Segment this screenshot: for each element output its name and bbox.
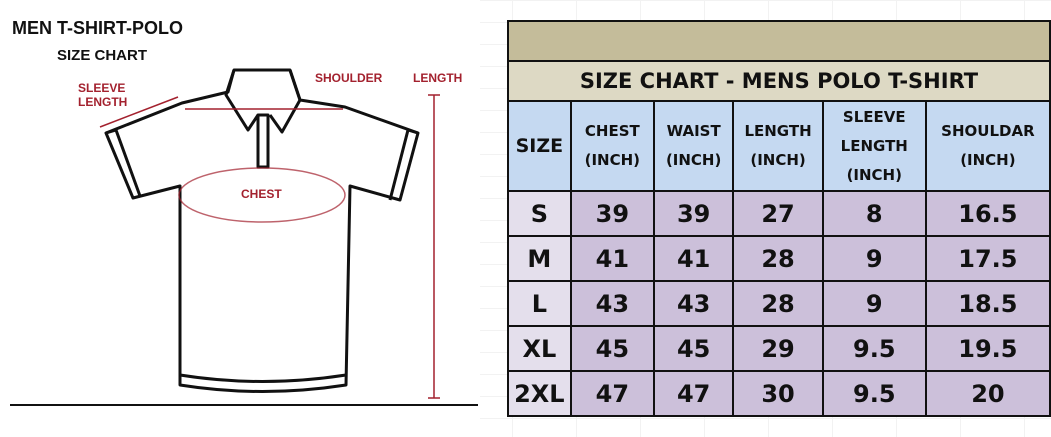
- column-header: CHEST (INCH): [569, 100, 655, 192]
- value-cell: 39: [652, 190, 735, 237]
- header-text: (INCH): [665, 151, 722, 169]
- value-cell: 9: [821, 235, 927, 282]
- shirt-diagram: MEN T-SHIRT-POLO SIZE CHART SLEEVE LENGTH…: [0, 0, 480, 437]
- header-text: WAIST: [666, 122, 721, 140]
- header-row: SIZE CHEST (INCH) WAIST (INCH) LENGTH (INCH) SL…: [507, 100, 1051, 192]
- table-row: 2XL 47 47 30 9.5 20: [507, 370, 1051, 417]
- size-cell: L: [507, 280, 572, 327]
- header-text: LENGTH: [744, 122, 812, 140]
- header-text: (INCH): [960, 151, 1016, 169]
- value-cell: 9.5: [821, 370, 927, 417]
- header-text: SHOULDAR: [941, 122, 1035, 140]
- value-cell: 28: [732, 280, 824, 327]
- size-cell: 2XL: [507, 370, 572, 417]
- size-cell: S: [507, 190, 572, 237]
- sleeve-label-line1: SLEEVE: [78, 81, 126, 95]
- value-cell: 8: [821, 190, 927, 237]
- value-cell: 39: [569, 190, 655, 237]
- value-cell: 43: [569, 280, 655, 327]
- column-header: SLEEVE LENGTH (INCH): [821, 100, 927, 192]
- column-header: SHOULDAR (INCH): [924, 100, 1051, 192]
- value-cell: 47: [569, 370, 655, 417]
- value-cell: 18.5: [924, 280, 1051, 327]
- value-cell: 43: [652, 280, 735, 327]
- value-cell: 19.5: [924, 325, 1051, 372]
- sleeve-length-label: SLEEVE LENGTH: [78, 81, 127, 109]
- diagram-subtitle: SIZE CHART: [57, 47, 147, 64]
- table-row: S 39 39 27 8 16.5: [507, 190, 1051, 237]
- header-text: (INCH): [846, 165, 902, 184]
- value-cell: 47: [652, 370, 735, 417]
- value-cell: 27: [732, 190, 824, 237]
- chest-label: CHEST: [241, 187, 282, 201]
- table-row: L 43 43 28 9 18.5: [507, 280, 1051, 327]
- header-text: CHEST: [584, 122, 640, 140]
- value-cell: 41: [652, 235, 735, 282]
- column-header: SIZE: [507, 100, 572, 192]
- value-cell: 17.5: [924, 235, 1051, 282]
- header-text: (INCH): [750, 151, 806, 169]
- top-band: [507, 20, 1051, 62]
- length-label: LENGTH: [413, 71, 463, 85]
- value-cell: 16.5: [924, 190, 1051, 237]
- value-cell: 30: [732, 370, 824, 417]
- header-text: (INCH): [584, 151, 641, 169]
- value-cell: 45: [569, 325, 655, 372]
- header-text: SLEEVE: [842, 107, 906, 126]
- value-cell: 41: [569, 235, 655, 282]
- shoulder-label: SHOULDER: [315, 71, 383, 85]
- size-cell: XL: [507, 325, 572, 372]
- value-cell: 9.5: [821, 325, 927, 372]
- table-row: XL 45 45 29 9.5 19.5: [507, 325, 1051, 372]
- value-cell: 20: [924, 370, 1051, 417]
- sleeve-label-line2: LENGTH: [78, 95, 128, 109]
- size-chart-table: SIZE CHART - MENS POLO T-SHIRT SIZE CHEST…: [507, 20, 1051, 417]
- table-title: SIZE CHART - MENS POLO T-SHIRT: [507, 60, 1051, 102]
- value-cell: 29: [732, 325, 824, 372]
- value-cell: 28: [732, 235, 824, 282]
- header-text: LENGTH: [840, 136, 908, 155]
- value-cell: 45: [652, 325, 735, 372]
- header-text: SIZE: [515, 134, 564, 157]
- column-header: WAIST (INCH): [652, 100, 735, 192]
- size-cell: M: [507, 235, 572, 282]
- table-row: M 41 41 28 9 17.5: [507, 235, 1051, 282]
- polo-shirt-outline: [10, 68, 478, 406]
- diagram-title: MEN T-SHIRT-POLO: [12, 18, 183, 38]
- column-header: LENGTH (INCH): [732, 100, 824, 192]
- value-cell: 9: [821, 280, 927, 327]
